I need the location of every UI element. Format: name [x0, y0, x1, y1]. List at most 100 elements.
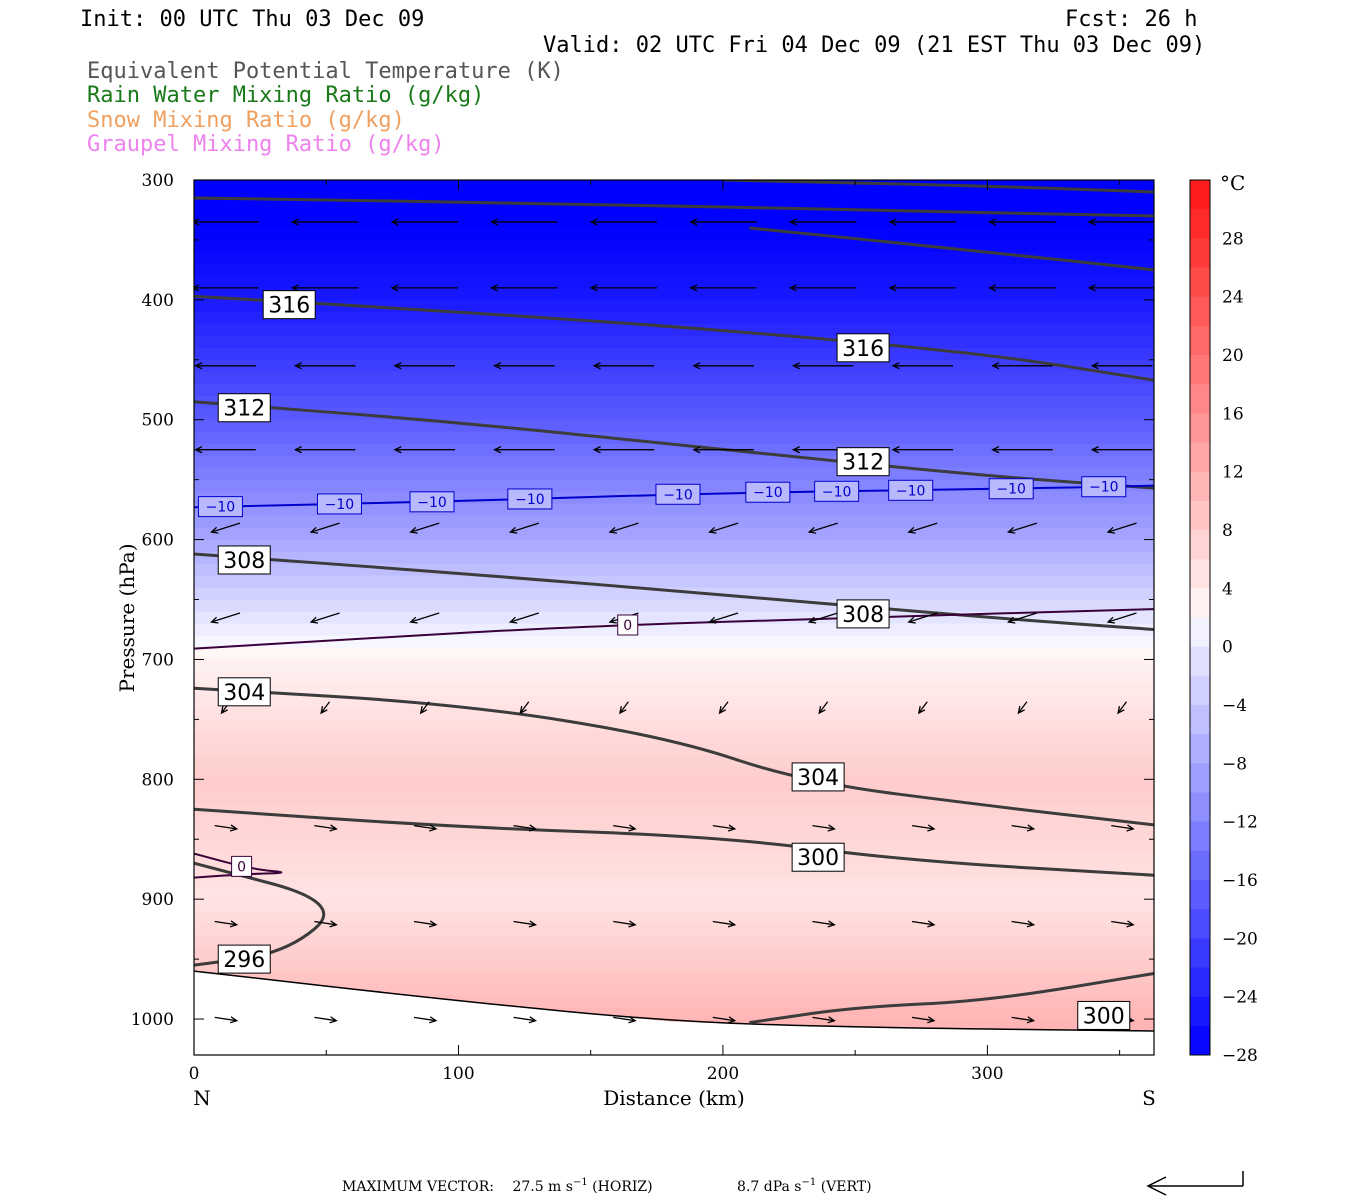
- wind-vector: [390, 284, 458, 292]
- colorbar-swatch: [1190, 413, 1210, 443]
- wind-vector: [210, 612, 241, 624]
- max-vector-label: MAXIMUM VECTOR: 27.5 m s−1 (HORIZ) 8.7 d…: [342, 1177, 872, 1195]
- wind-vector: [708, 522, 739, 534]
- temperature-band: [194, 767, 1154, 780]
- wind-vector: [712, 1016, 737, 1024]
- wind-vector: [812, 1016, 836, 1024]
- wind-vector: [1090, 446, 1153, 454]
- theta-e-label: 300: [791, 842, 845, 872]
- temperature-band: [194, 359, 1154, 373]
- wind-vector: [493, 362, 555, 370]
- theta-e-label: 312: [836, 447, 890, 477]
- colorbar-swatch: [1190, 267, 1210, 298]
- wind-vector: [210, 522, 241, 534]
- temperature-band: [194, 731, 1154, 744]
- y-tick-label: 800: [142, 770, 174, 790]
- colorbar-swatch: [1190, 500, 1210, 531]
- surface-pressure-line: [194, 970, 1154, 1032]
- wind-vector: [613, 824, 637, 832]
- colorbar-tick-label: −8: [1222, 754, 1247, 774]
- colorbar-tick-label: −28: [1222, 1046, 1258, 1066]
- colorbar-tick-label: −16: [1222, 871, 1258, 891]
- wind-vector: [1011, 920, 1036, 928]
- temperature-band: [194, 383, 1154, 397]
- temperature-band: [194, 959, 1154, 972]
- svg-text:−10: −10: [417, 495, 447, 511]
- wind-vector: [818, 701, 829, 715]
- wind-vector: [309, 522, 340, 534]
- y-tick-label: 600: [142, 531, 174, 551]
- wind-vector: [314, 1016, 338, 1024]
- wind-vector: [393, 446, 455, 454]
- wind-vector: [194, 446, 256, 454]
- temperature-band: [194, 203, 1154, 217]
- colorbar-tick-label: 12: [1222, 463, 1244, 483]
- svg-text:316: 316: [842, 337, 884, 362]
- wind-vector: [907, 612, 938, 624]
- temperature-band: [194, 659, 1154, 673]
- x-axis-title: Distance (km): [603, 1086, 745, 1110]
- temperature-band: [194, 191, 1154, 205]
- temperature-band: [194, 719, 1154, 732]
- colorbar-tick-label: 8: [1222, 521, 1233, 541]
- temperature-label: −10: [745, 481, 791, 503]
- temperature-band: [194, 815, 1154, 828]
- temperature-band: [194, 239, 1154, 253]
- wind-vector: [718, 701, 729, 715]
- valid-time: Valid: 02 UTC Fri 04 Dec 09 (21 EST Thu …: [543, 33, 1205, 58]
- theta-e-contour: [194, 552, 1154, 631]
- temperature-band: [194, 551, 1154, 565]
- reference-vector: [1146, 1171, 1244, 1196]
- theta-e-contour: [194, 861, 326, 967]
- svg-text:316: 316: [268, 294, 310, 319]
- temperature-band: [194, 539, 1154, 553]
- temperature-band: [194, 227, 1154, 241]
- temperature-band: [194, 779, 1154, 792]
- wind-vector: [692, 362, 754, 370]
- wind-vector: [490, 218, 558, 226]
- wind-vector: [891, 446, 954, 454]
- temperature-band: [194, 851, 1154, 864]
- temperature-band: [194, 251, 1154, 265]
- temperature-band: [194, 395, 1154, 409]
- wind-vector: [490, 284, 558, 292]
- wind-vector: [320, 701, 331, 715]
- temperature-label: −10: [409, 491, 455, 513]
- wind-vector: [1106, 612, 1137, 624]
- wind-vector: [911, 920, 936, 928]
- wind-vector: [988, 218, 1056, 226]
- wind-vector: [519, 701, 530, 715]
- colorbar-swatch: [1190, 705, 1210, 735]
- temperature-band: [194, 827, 1154, 840]
- colorbar-swatch: [1190, 675, 1210, 706]
- colorbar-swatch: [1190, 1025, 1210, 1056]
- colorbar-tick-label: −12: [1222, 813, 1258, 833]
- wind-vector: [608, 522, 639, 534]
- wind-vector: [194, 218, 259, 226]
- temperature-band: [194, 347, 1154, 361]
- temperature-band: [194, 215, 1154, 229]
- wind-vector: [991, 446, 1053, 454]
- theta-e-contour: [194, 400, 1154, 490]
- svg-text:0: 0: [623, 618, 632, 634]
- svg-text:304: 304: [797, 766, 839, 791]
- temperature-band: [194, 983, 1154, 996]
- y-tick-label: 400: [142, 291, 174, 311]
- theta-e-contour: [749, 972, 1154, 1025]
- wind-vector: [708, 612, 739, 624]
- colorbar-swatch: [1190, 850, 1210, 881]
- svg-text:312: 312: [223, 397, 265, 422]
- wind-vector: [214, 920, 239, 928]
- temperature-band: [194, 443, 1154, 457]
- colorbar-tick-label: 24: [1222, 288, 1244, 308]
- wind-vector: [907, 522, 938, 534]
- temperature-band: [194, 839, 1154, 852]
- wind-vector: [1006, 612, 1038, 624]
- svg-text:308: 308: [223, 549, 265, 574]
- temperature-label: −10: [888, 479, 934, 501]
- temperature-band: [194, 875, 1154, 888]
- temperature-band: [194, 407, 1154, 421]
- wind-vector: [911, 1016, 936, 1024]
- colorbar-swatch: [1190, 209, 1210, 239]
- theta-e-label: 312: [217, 393, 271, 423]
